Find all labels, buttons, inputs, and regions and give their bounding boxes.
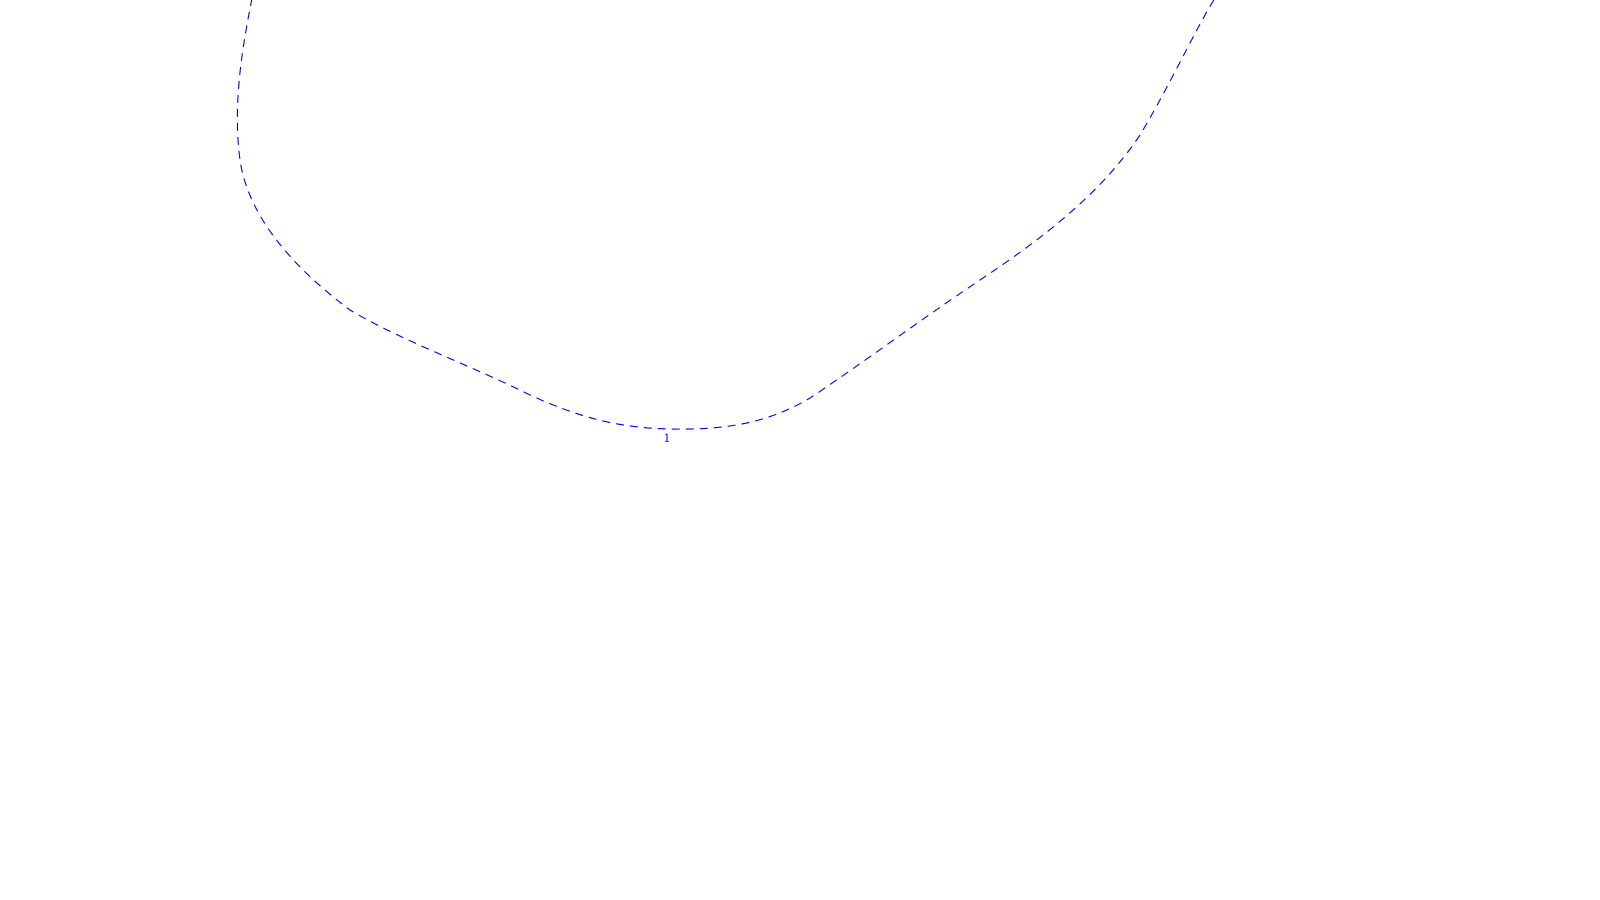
- contour-label-background: [660, 432, 674, 444]
- contour-line-1: [236, 0, 1215, 430]
- contour-label-1: 1: [664, 432, 671, 445]
